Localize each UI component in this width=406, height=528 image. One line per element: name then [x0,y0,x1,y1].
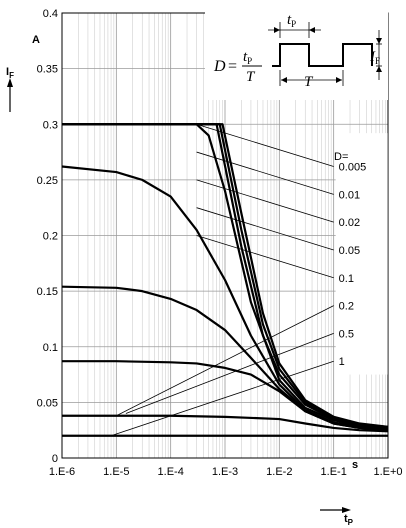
inset-pulse-waveform [272,43,373,67]
series-curve [62,123,389,430]
x-tick-label: 1.E-4 [158,466,184,478]
x-axis-label-text: t [344,513,348,525]
inset-formula-lhs: D [213,58,226,75]
duty-label: 1 [339,356,345,368]
grid-lines [61,12,389,459]
x-axis-label: tP [344,513,354,527]
inset-current-label: IF [369,49,380,66]
duty-label-box [335,133,388,375]
leader-line [196,179,334,223]
duty-label: 0.1 [339,273,354,285]
y-tick-label: 0 [52,453,58,465]
inset-background [205,12,388,100]
x-axis-arrow [320,507,351,513]
leader-line [110,360,334,437]
leader-line [196,207,334,251]
x-tick-label: 1.E-3 [212,466,238,478]
x-tick-label: 1.E-2 [266,466,292,478]
y-tick-label: 0.3 [43,119,58,131]
duty-label: 0.02 [339,217,360,229]
leader-line [116,305,334,417]
x-tick-label: 1.E-1 [321,466,347,478]
inset-formula-num: tP [243,49,252,66]
x-tick-label: 1.E-6 [49,466,75,478]
duty-label: 0.01 [339,189,360,201]
y-tick-label: 0.25 [37,175,58,187]
inset-formula-den: T [246,69,256,85]
y-axis-arrow [7,78,13,112]
y-axis-label-text: I [6,66,9,78]
series-curve [62,414,389,433]
y-tick-label: 0.1 [43,342,58,354]
y-axis-label: IF [6,66,14,80]
tick-labels: 0 0.05 0.1 0.15 0.2 0.25 0.3 0.35 0.4 1.E-6 1.E-5 1… [37,8,403,478]
x-axis-label-sub: P [348,518,354,527]
y-axis-label-sub: F [9,71,14,80]
y-tick-label: 0.2 [43,231,58,243]
curves [61,123,389,437]
duty-label: 0.005 [339,162,367,174]
duty-label: 0.2 [339,301,354,313]
y-tick-label: 0.4 [43,8,58,20]
y-tick-label: 0.15 [37,286,58,298]
y-axis-unit: A [32,34,40,46]
duty-header: D= [334,151,348,163]
duty-cycle-inset: D = tP T tP T IF [205,12,388,100]
leader-lines [110,123,334,437]
y-tick-label: 0.35 [37,64,58,76]
x-axis-unit: s [352,459,358,471]
y-tick-label: 0.05 [37,397,58,409]
series-curve [62,360,389,432]
inset-period-label: T [304,74,314,90]
leader-line [196,151,334,195]
leader-line [125,333,334,414]
duty-label: 0.5 [339,328,354,340]
x-tick-label: 1.E-5 [103,466,129,478]
leader-line [196,235,334,279]
leader-line [196,123,334,167]
inset-pulse-label: tP [287,12,296,29]
duty-labels: 0.005 0.01 0.02 0.05 0.1 0.2 0.5 1 [335,133,388,375]
x-tick-label: 1.E+0 [373,466,402,478]
duty-label: 0.05 [339,245,360,257]
inset-formula-eq: = [228,58,237,75]
